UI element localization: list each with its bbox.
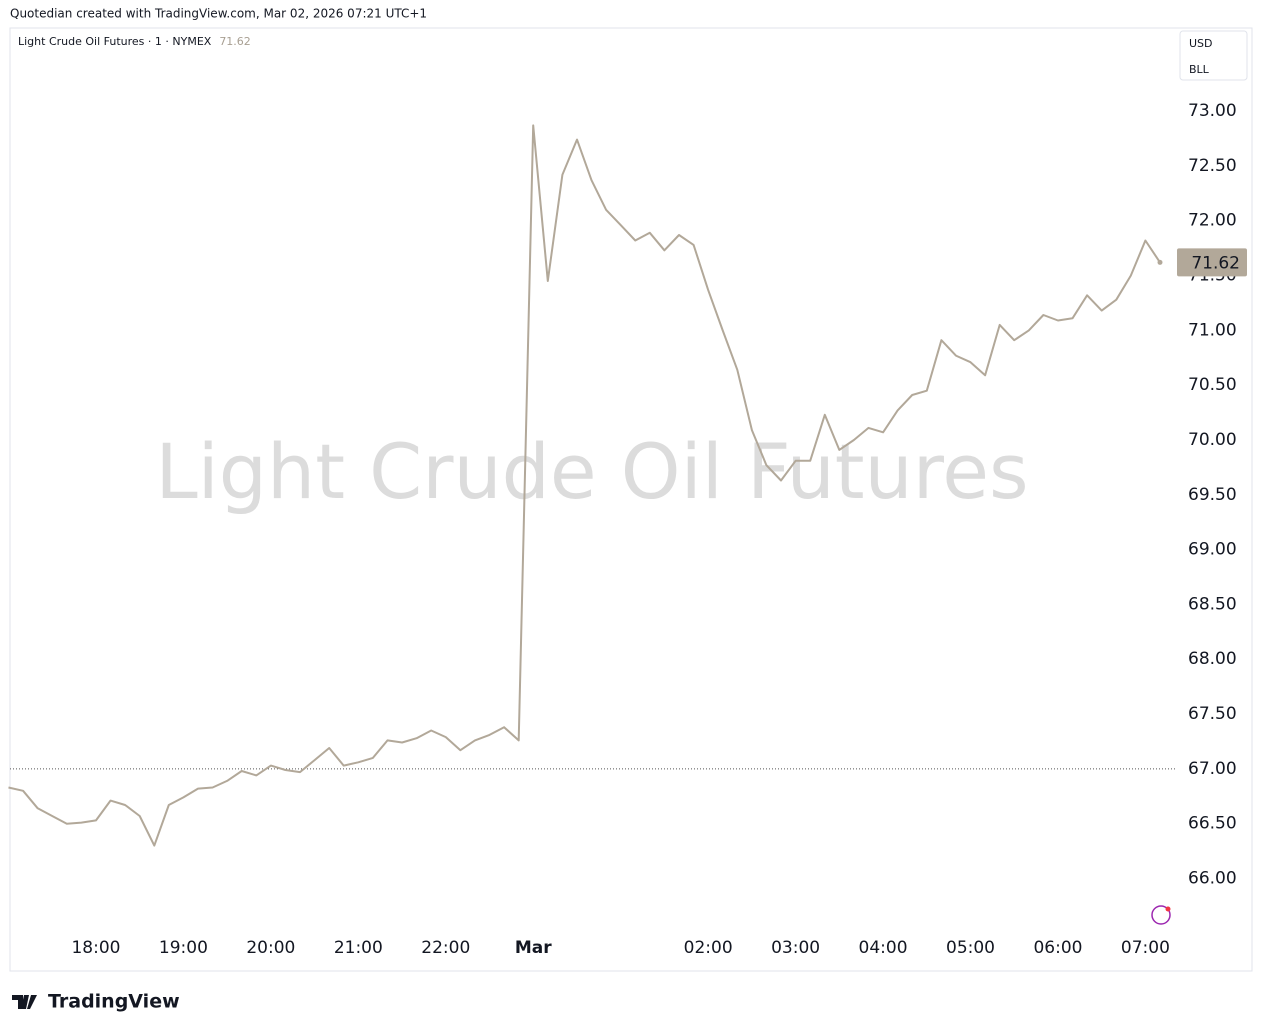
x-tick-label: 22:00	[421, 938, 470, 958]
y-tick-label: 67.00	[1188, 759, 1237, 779]
alert-dot	[1165, 906, 1171, 912]
header: Quotedian created with TradingView.com, …	[10, 7, 427, 21]
y-tick-label: 68.50	[1188, 594, 1237, 614]
y-tick-label: 72.00	[1188, 211, 1237, 231]
y-tick-label: 68.00	[1188, 649, 1237, 669]
x-tick-label: 20:00	[246, 938, 295, 958]
x-tick-label: 19:00	[159, 938, 208, 958]
symbol-legend: Light Crude Oil Futures · 1 · NYMEX	[18, 35, 212, 48]
y-tick-label: 67.50	[1188, 704, 1237, 724]
currency-box[interactable]	[1179, 30, 1248, 81]
x-tick-label: Mar	[515, 938, 552, 958]
price-line	[8, 124, 1161, 847]
price-tag	[1177, 248, 1247, 277]
x-tick-label: 18:00	[71, 938, 120, 958]
y-tick-label: 69.00	[1188, 540, 1237, 560]
x-tick-label: 05:00	[946, 938, 995, 958]
y-tick-label: 71.00	[1188, 320, 1237, 340]
x-tick-label: 21:00	[334, 938, 383, 958]
y-tick-label: 72.50	[1188, 156, 1237, 176]
y-tick-label: 73.00	[1188, 101, 1237, 121]
last-point	[1157, 259, 1163, 265]
y-tick-label: 66.50	[1188, 814, 1237, 834]
frame	[9, 27, 1253, 972]
y-tick-label: 70.50	[1188, 375, 1237, 395]
x-tick-label: 06:00	[1033, 938, 1082, 958]
price-tag-label: 71.62	[1191, 253, 1240, 273]
x-tick-label: 04:00	[859, 938, 908, 958]
alert-icon[interactable]	[1151, 905, 1171, 925]
watermark: Light Crude Oil Futures	[155, 427, 1028, 516]
brand: TradingView	[48, 991, 180, 1013]
x-tick-label: 03:00	[771, 938, 820, 958]
y-tick-label: 69.50	[1188, 485, 1237, 505]
unit: BLL	[1189, 63, 1210, 76]
y-tick-label: 70.00	[1188, 430, 1237, 450]
x-tick-label: 02:00	[684, 938, 733, 958]
currency: USD	[1189, 37, 1213, 50]
y-tick-label: 66.00	[1188, 868, 1237, 888]
logo	[12, 995, 37, 1009]
legend-last-value: 71.62	[219, 35, 251, 48]
x-tick-label: 07:00	[1121, 938, 1170, 958]
